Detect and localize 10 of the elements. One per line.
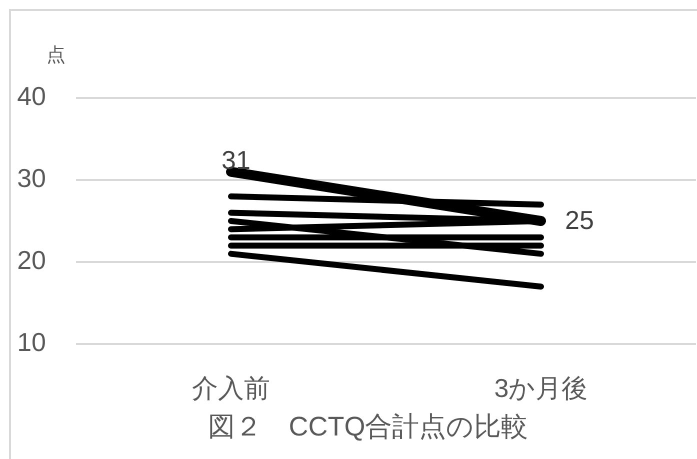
y-tick-label: 30 bbox=[17, 163, 46, 194]
y-tick-label: 10 bbox=[17, 327, 46, 358]
data-label: 25 bbox=[565, 205, 594, 236]
text: 図２ CCTQ合計点の比較 bbox=[208, 411, 528, 442]
y-axis-title: 点 bbox=[46, 45, 66, 66]
data-label: 31 bbox=[222, 144, 250, 175]
x-tick-label: 3か月後 bbox=[494, 372, 588, 403]
x-tick-label: 介入前 bbox=[192, 372, 270, 403]
y-tick-label: 20 bbox=[17, 245, 46, 276]
y-tick-label: 40 bbox=[17, 81, 46, 112]
